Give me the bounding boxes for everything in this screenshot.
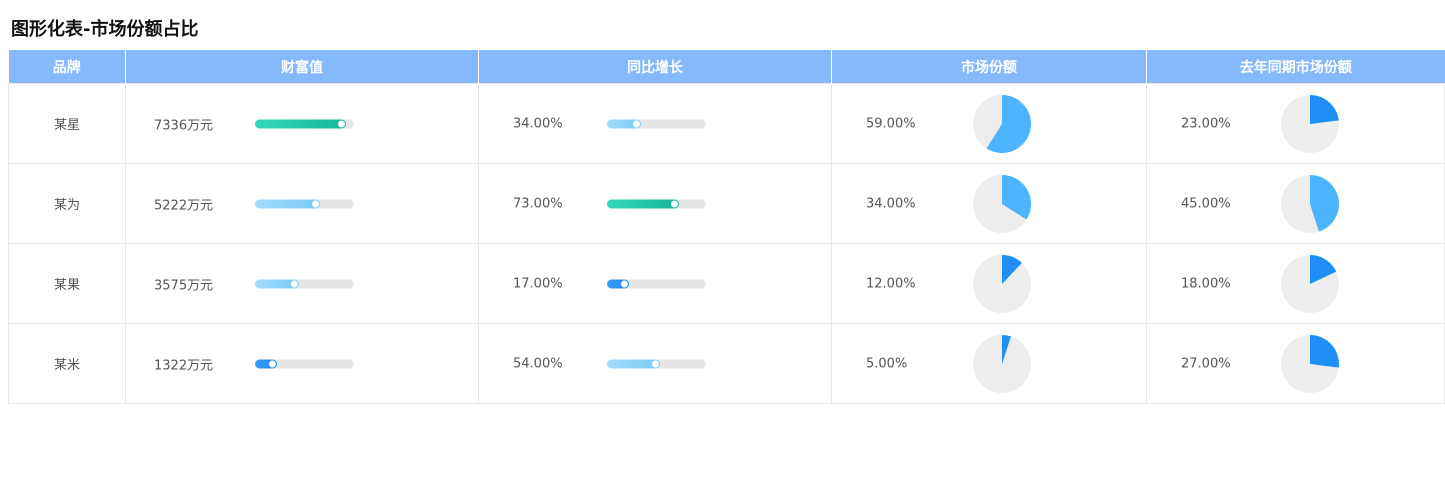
brand-cell: 某星: [8, 83, 126, 164]
pie-slice: [1310, 94, 1339, 124]
market-share-cell: 34.00%: [831, 163, 1147, 244]
progress-knob: [633, 120, 640, 127]
progress-track: [607, 359, 706, 368]
progress-fill: [607, 359, 660, 368]
progress-track: [607, 199, 706, 208]
wealth-cell: 7336万元: [125, 83, 479, 164]
wealth-cell: 1322万元: [125, 323, 479, 404]
wealth-cell: 3575万元: [125, 243, 479, 324]
progress-fill: [255, 199, 320, 208]
growth-cell: 34.00%: [478, 83, 832, 164]
progress-fill: [255, 359, 277, 368]
progress-track: [607, 119, 706, 128]
market-share-pie: [973, 174, 1032, 233]
progress-knob: [291, 280, 298, 287]
wealth-value: 3575万元: [154, 278, 214, 293]
brand-cell: 某果: [8, 243, 126, 324]
header-brand: 品牌: [8, 50, 126, 84]
progress-knob: [338, 120, 345, 127]
last-year-share-cell: 27.00%: [1146, 323, 1445, 404]
wealth-value: 1322万元: [154, 358, 214, 373]
last-year-share-cell: 45.00%: [1146, 163, 1445, 244]
market-share-table: 品牌 财富值 同比增长 市场份额 去年同期市场份额 某星 7336万元 34.00%…: [8, 50, 1445, 404]
table-row: 某果 3575万元 17.00% 12.00% 18.00%: [8, 243, 1445, 324]
market-share-pie: [973, 94, 1031, 153]
growth-value: 73.00%: [513, 196, 563, 211]
growth-cell: 54.00%: [478, 323, 832, 404]
pie-slice: [1002, 334, 1011, 364]
last-year-share-pie: [1281, 94, 1339, 153]
pie-slice: [1310, 254, 1337, 284]
growth-value: 17.00%: [513, 276, 563, 291]
progress-knob: [312, 200, 319, 207]
market-share-cell: 5.00%: [831, 323, 1147, 404]
table-row: 某米 1322万元 54.00% 5.00% 27.00%: [8, 323, 1445, 404]
progress-track: [255, 199, 354, 208]
wealth-value: 7336万元: [154, 118, 214, 133]
growth-value: 54.00%: [513, 356, 563, 371]
pie-slice: [1002, 254, 1022, 284]
progress-track: [255, 279, 354, 288]
market-share-cell: 12.00%: [831, 243, 1147, 324]
last-year-share-value: 27.00%: [1181, 356, 1231, 371]
table-header-row: 品牌 财富值 同比增长 市场份额 去年同期市场份额: [8, 50, 1445, 84]
growth-cell: 17.00%: [478, 243, 832, 324]
pie-slice: [1310, 174, 1339, 232]
last-year-share-pie: [1281, 254, 1339, 313]
progress-track: [607, 279, 706, 288]
last-year-share-pie: [1281, 334, 1339, 393]
wealth-cell: 5222万元: [125, 163, 479, 244]
progress-track: [255, 119, 354, 128]
progress-fill: [607, 279, 629, 288]
last-year-share-pie: [1281, 174, 1339, 233]
wealth-value: 5222万元: [154, 198, 214, 213]
progress-fill: [255, 279, 299, 288]
market-share-value: 5.00%: [866, 356, 908, 371]
market-share-pie: [973, 254, 1031, 313]
progress-fill: [255, 119, 346, 128]
progress-knob: [269, 360, 276, 367]
market-share-pie: [973, 334, 1031, 393]
header-market-share: 市场份额: [831, 50, 1147, 84]
last-year-share-cell: 23.00%: [1146, 83, 1445, 164]
progress-fill: [607, 199, 679, 208]
table-row: 某为 5222万元 73.00% 34.00% 45.00%: [8, 163, 1445, 244]
header-last-year-share: 去年同期市场份额: [1146, 50, 1445, 84]
brand-cell: 某米: [8, 323, 126, 404]
table-row: 某星 7336万元 34.00% 59.00% 23.00%: [8, 83, 1445, 164]
market-share-cell: 59.00%: [831, 83, 1147, 164]
page-title: 图形化表-市场份额占比: [11, 19, 199, 40]
header-growth: 同比增长: [478, 50, 832, 84]
progress-knob: [671, 200, 678, 207]
header-wealth: 财富值: [125, 50, 479, 84]
brand-cell: 某为: [8, 163, 126, 244]
progress-fill: [607, 119, 641, 128]
progress-knob: [652, 360, 659, 367]
last-year-share-cell: 18.00%: [1146, 243, 1445, 324]
market-share-value: 12.00%: [866, 276, 916, 291]
last-year-share-value: 45.00%: [1181, 196, 1231, 211]
last-year-share-value: 23.00%: [1181, 116, 1231, 131]
last-year-share-value: 18.00%: [1181, 276, 1231, 291]
pie-slice: [1002, 174, 1032, 220]
market-share-value: 59.00%: [866, 116, 916, 131]
growth-value: 34.00%: [513, 116, 563, 131]
pie-slice: [986, 94, 1031, 153]
progress-track: [255, 359, 354, 368]
pie-slice: [1310, 334, 1339, 368]
progress-knob: [621, 280, 628, 287]
market-share-value: 34.00%: [866, 196, 916, 211]
growth-cell: 73.00%: [478, 163, 832, 244]
